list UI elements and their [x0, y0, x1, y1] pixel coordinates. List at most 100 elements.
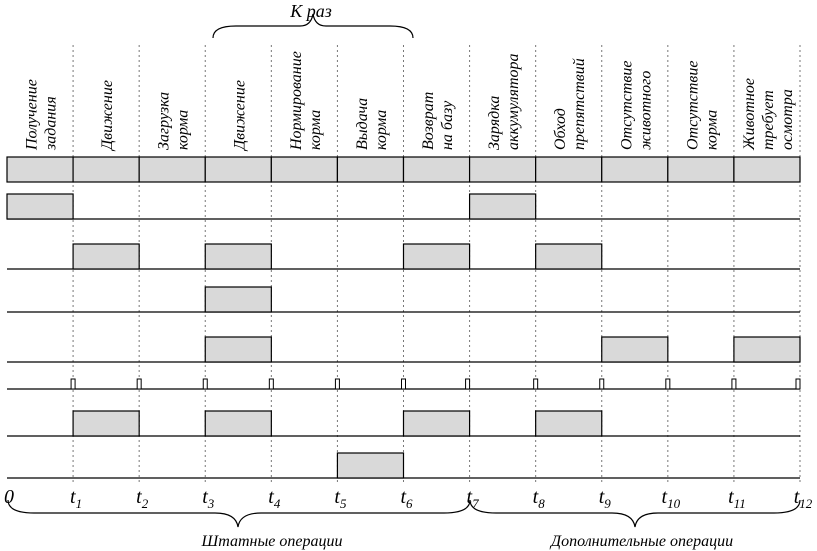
column-label-line: Обход	[552, 108, 569, 150]
signal-6	[7, 452, 800, 479]
column-label-1: Получение задания	[24, 79, 60, 151]
pulse	[72, 410, 140, 437]
time-label-3: t3	[202, 486, 215, 511]
column-label-6: Выдача корма	[354, 98, 390, 150]
time-label-9: t9	[599, 486, 612, 511]
group-label-standard: Штатные операции	[201, 533, 343, 550]
column-label-3: Загрузка корма	[156, 92, 192, 150]
pulse	[601, 336, 669, 363]
header-cell-8	[468, 156, 537, 183]
column-label-9: Обход препятствий	[552, 58, 588, 150]
pulse	[336, 452, 405, 479]
time-axis-labels: 0 t1 t2 t3 t4 t5 t6 t7 t8 t9 t10 t11 t12	[4, 486, 813, 511]
column-label-12: Животное требует осмотра	[741, 78, 796, 151]
header-cell-7	[402, 156, 471, 183]
pulse	[6, 193, 74, 220]
column-label-line: животного	[637, 71, 654, 150]
time-label-8: t8	[533, 486, 546, 511]
column-label-line: требует	[760, 90, 777, 150]
column-label-line: осмотра	[779, 89, 796, 150]
time-label-0: 0	[4, 486, 14, 508]
pulse	[468, 193, 537, 220]
column-label-line: Движение	[99, 80, 116, 152]
header-cell-11	[667, 156, 735, 183]
clock-pulse	[400, 378, 406, 390]
column-label-8: Зарядка аккумулятора	[486, 53, 522, 150]
clock-pulse	[533, 378, 539, 390]
column-label-line: Движение	[231, 80, 248, 152]
column-label-line: Загрузка	[156, 92, 173, 150]
column-label-line: Возврат	[420, 92, 437, 150]
top-brace	[212, 13, 414, 39]
time-label-2: t2	[136, 486, 149, 511]
bottom-brace-additional	[469, 499, 801, 528]
column-label-11: Отсутствие корма	[684, 61, 720, 150]
clock-pulse	[136, 378, 142, 390]
header-cell-3	[138, 156, 206, 183]
signal-5	[7, 410, 800, 437]
time-label-6: t6	[400, 486, 413, 511]
time-label-11: t11	[728, 486, 746, 511]
column-label-line: корма	[307, 110, 324, 150]
brace-label-k-raz: К раз	[289, 1, 331, 21]
pulse	[402, 410, 471, 437]
signal-rows	[6, 193, 801, 479]
signal-3	[7, 286, 800, 313]
column-label-5: Нормирование корма	[288, 51, 324, 151]
column-label-line: на базу	[439, 100, 456, 150]
column-label-10: Отсутствие животного	[618, 61, 654, 150]
header-cell-6	[336, 156, 405, 183]
pulse	[402, 243, 471, 270]
bottom-brace-standard	[7, 499, 471, 528]
column-label-line: корма	[373, 110, 390, 150]
pulse	[204, 243, 272, 270]
pulse	[733, 336, 801, 363]
column-label-line: Выдача	[354, 98, 371, 150]
pulse	[72, 243, 140, 270]
signal-2	[7, 243, 800, 270]
clock-pulse	[665, 378, 671, 390]
pulse	[535, 243, 603, 270]
operation-labels: Получение задания Движение Загрузка корма Дви…	[24, 51, 796, 152]
header-cell-10	[601, 156, 669, 183]
column-label-line: Зарядка	[486, 96, 503, 150]
column-label-line: Отсутствие	[684, 61, 701, 150]
clock-pulse	[268, 378, 274, 390]
pulse	[204, 286, 272, 313]
clock-pulse	[731, 378, 737, 390]
pulse	[204, 336, 272, 363]
header-cell-2	[72, 156, 140, 183]
column-label-line: Животное	[741, 78, 758, 151]
header-cell-1	[6, 156, 74, 183]
clock	[7, 378, 801, 390]
column-label-line: задания	[43, 96, 60, 151]
clock-pulse	[70, 378, 76, 390]
signal-1	[6, 193, 800, 220]
time-label-10: t10	[662, 486, 681, 511]
time-label-4: t4	[268, 486, 281, 511]
column-label-line: корма	[703, 110, 720, 150]
column-label-4: Движение	[231, 80, 248, 152]
clock-pulse	[202, 378, 208, 390]
clock-pulse	[334, 378, 340, 390]
column-label-line: Нормирование	[288, 51, 305, 151]
column-label-7: Возврат на базу	[420, 92, 456, 150]
clock-pulse	[599, 378, 605, 390]
clock-pulse	[465, 378, 471, 390]
group-label-additional: Дополнительные операции	[549, 533, 733, 550]
header-cell-5	[270, 156, 339, 183]
time-label-1: t1	[70, 486, 82, 511]
header-cell-9	[535, 156, 603, 183]
column-label-line: аккумулятора	[505, 53, 522, 150]
column-label-line: препятствий	[571, 58, 588, 150]
column-label-line: Отсутствие	[618, 61, 635, 150]
clock-pulse	[795, 378, 801, 390]
header-cell-12	[733, 156, 801, 183]
column-label-line: корма	[175, 110, 192, 150]
column-label-2: Движение	[99, 80, 116, 152]
operations-header-row	[6, 156, 801, 183]
signal-4	[7, 336, 801, 363]
pulse	[204, 410, 272, 437]
time-label-5: t5	[334, 486, 347, 511]
